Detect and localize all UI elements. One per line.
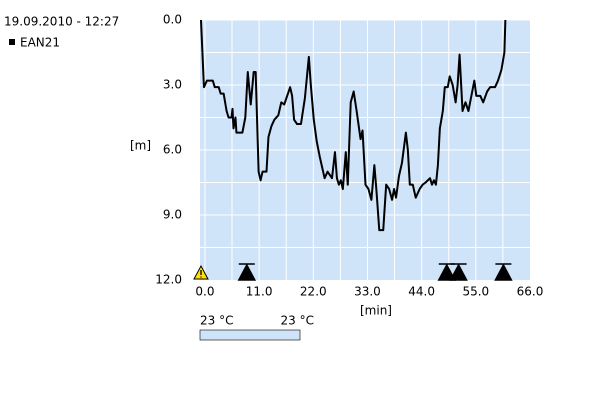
y-tick-label: 6.0 [163,143,182,157]
x-tick-label: 0.0 [195,285,214,299]
data-line [199,19,507,232]
y-tick-label: 9.0 [163,208,182,222]
scale-min-label: 23 °C [200,314,233,328]
x-tick-label: 55.0 [462,285,489,299]
event-marker [237,263,257,281]
event-marker [449,263,468,281]
color-scale-bar [199,329,301,341]
y-tick-label: 12.0 [155,273,182,287]
x-tick-label: 33.0 [354,285,381,299]
legend-label: EAN21 [20,36,60,50]
x-tick-label: 44.0 [408,285,435,299]
y-tick-label: 3.0 [163,78,182,92]
header: 19.09.2010 - 12:27 [4,15,119,29]
x-tick-label: 11.0 [246,285,273,299]
y-tick-label: 0.0 [163,13,182,27]
y-axis-label: [m] [130,139,151,153]
x-tick-label: 66.0 [517,285,544,299]
event-marker [494,263,513,281]
legend-swatch [9,39,15,45]
x-tick-label: 22.0 [300,285,327,299]
x-axis-label: [min] [360,304,392,318]
scale-max-label: 23 °C [281,314,314,328]
